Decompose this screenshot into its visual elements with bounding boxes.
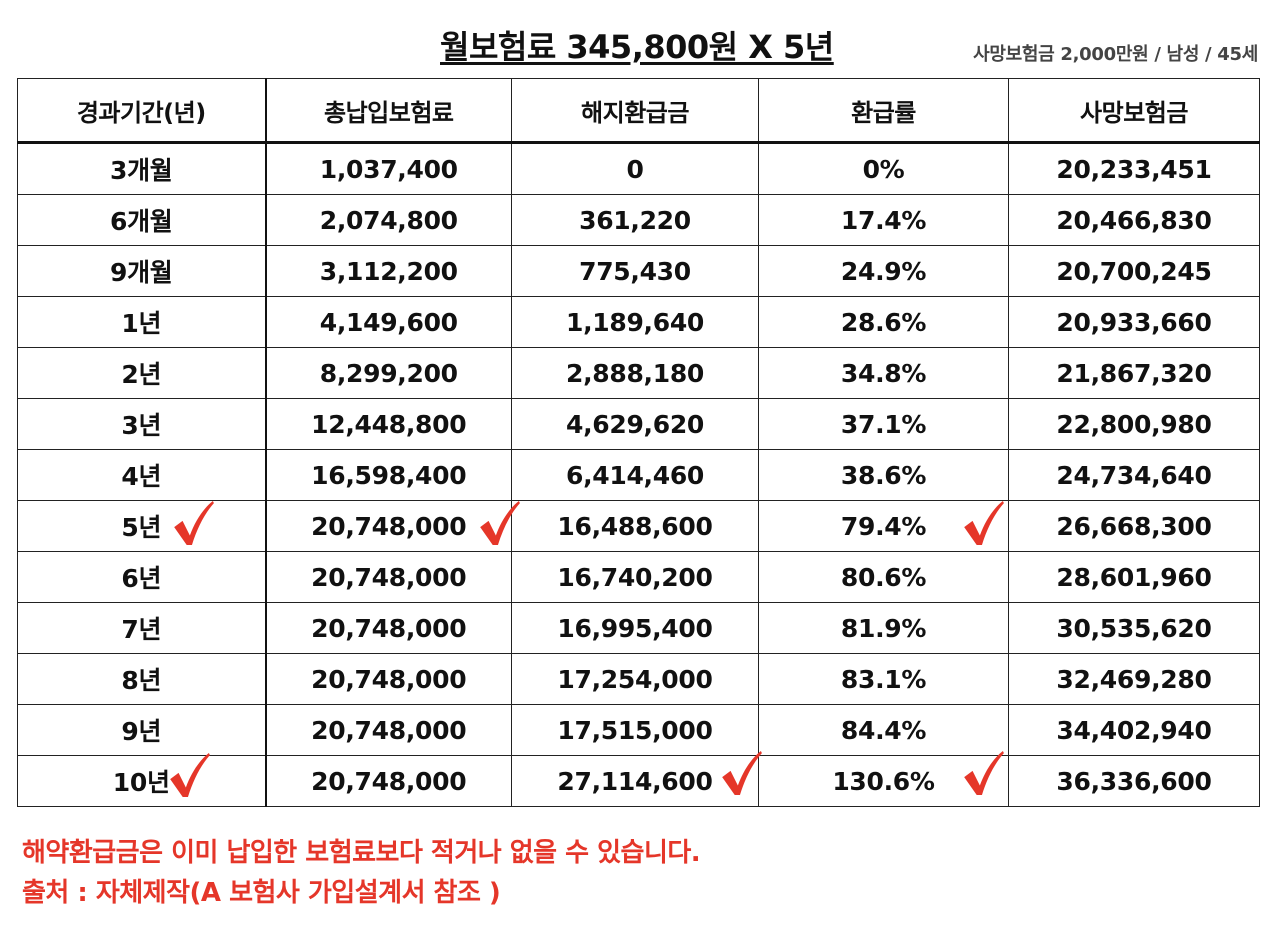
cell-period: 8년 — [17, 653, 267, 705]
cell-surrender-value: 1,189,640 — [511, 296, 759, 348]
table-row: 10년 20,748,000 27,114,600 130.6% 36,336,600 — [17, 755, 1260, 807]
cell-total-premium: 1,037,400 — [265, 142, 512, 195]
cell-death-benefit: 20,933,660 — [1008, 296, 1260, 348]
cell-period: 10년 — [17, 755, 267, 807]
cell-total-premium: 3,112,200 — [265, 245, 512, 297]
checkmark-icon — [720, 750, 762, 796]
cell-surrender-value: 16,995,400 — [511, 602, 759, 654]
cell-period: 6개월 — [17, 194, 267, 246]
cell-surrender-value: 27,114,600 — [511, 755, 759, 807]
cell-total-premium: 20,748,000 — [265, 755, 512, 807]
cell-death-benefit: 30,535,620 — [1008, 602, 1260, 654]
cell-surrender-value: 17,515,000 — [511, 704, 759, 756]
table-row: 9개월 3,112,200 775,430 24.9% 20,700,245 — [17, 245, 1260, 297]
table-row: 8년 20,748,000 17,254,000 83.1% 32,469,280 — [17, 653, 1260, 705]
cell-death-benefit: 21,867,320 — [1008, 347, 1260, 399]
table-row: 6개월 2,074,800 361,220 17.4% 20,466,830 — [17, 194, 1260, 246]
cell-total-premium: 2,074,800 — [265, 194, 512, 246]
cell-death-benefit: 20,466,830 — [1008, 194, 1260, 246]
cell-death-benefit: 20,233,451 — [1008, 142, 1260, 195]
table-row: 3개월 1,037,400 0 0% 20,233,451 — [17, 142, 1260, 195]
cell-death-benefit: 36,336,600 — [1008, 755, 1260, 807]
cell-refund-rate: 83.1% — [758, 653, 1009, 705]
cell-period: 6년 — [17, 551, 267, 603]
cell-death-benefit: 34,402,940 — [1008, 704, 1260, 756]
table-row: 2년 8,299,200 2,888,180 34.8% 21,867,320 — [17, 347, 1260, 399]
cell-total-premium: 20,748,000 — [265, 551, 512, 603]
column-header-total-premium: 총납입보험료 — [265, 78, 512, 144]
cell-refund-rate: 38.6% — [758, 449, 1009, 501]
cell-period: 5년 — [17, 500, 267, 552]
checkmark-icon — [962, 750, 1004, 796]
cell-refund-rate: 37.1% — [758, 398, 1009, 450]
refund-table: 경과기간(년) 총납입보험료 해지환급금 환급률 사망보험금 3개월 1,037,… — [17, 78, 1260, 807]
cell-death-benefit: 24,734,640 — [1008, 449, 1260, 501]
table-row: 7년 20,748,000 16,995,400 81.9% 30,535,620 — [17, 602, 1260, 654]
page-title: 월보험료 345,800원 X 5년 — [440, 28, 834, 66]
column-header-refund-rate: 환급률 — [758, 78, 1009, 144]
cell-refund-rate: 17.4% — [758, 194, 1009, 246]
table-row: 9년 20,748,000 17,515,000 84.4% 34,402,940 — [17, 704, 1260, 756]
cell-surrender-value: 0 — [511, 142, 759, 195]
cell-refund-rate: 34.8% — [758, 347, 1009, 399]
cell-total-premium: 16,598,400 — [265, 449, 512, 501]
cell-period: 3개월 — [17, 142, 267, 195]
cell-surrender-value: 2,888,180 — [511, 347, 759, 399]
table-header-row: 경과기간(년) 총납입보험료 해지환급금 환급률 사망보험금 — [17, 78, 1260, 144]
policy-summary: 사망보험금 2,000만원 / 남성 / 45세 — [973, 44, 1258, 65]
cell-refund-rate: 130.6% — [758, 755, 1009, 807]
cell-period: 1년 — [17, 296, 267, 348]
cell-surrender-value: 361,220 — [511, 194, 759, 246]
table-row: 4년 16,598,400 6,414,460 38.6% 24,734,640 — [17, 449, 1260, 501]
cell-surrender-value: 4,629,620 — [511, 398, 759, 450]
cell-period: 7년 — [17, 602, 267, 654]
checkmark-icon — [172, 500, 214, 546]
cell-refund-rate: 81.9% — [758, 602, 1009, 654]
table-row: 6년 20,748,000 16,740,200 80.6% 28,601,960 — [17, 551, 1260, 603]
cell-total-premium: 8,299,200 — [265, 347, 512, 399]
cell-refund-rate: 0% — [758, 142, 1009, 195]
checkmark-icon — [168, 752, 210, 798]
cell-total-premium: 20,748,000 — [265, 602, 512, 654]
cell-period: 3년 — [17, 398, 267, 450]
cell-death-benefit: 22,800,980 — [1008, 398, 1260, 450]
cell-period: 9년 — [17, 704, 267, 756]
cell-death-benefit: 28,601,960 — [1008, 551, 1260, 603]
source-note: 출처 : 자체제작(A 보험사 가입설계서 참조 ) — [22, 878, 501, 908]
cell-refund-rate: 28.6% — [758, 296, 1009, 348]
cell-refund-rate: 24.9% — [758, 245, 1009, 297]
table-row: 1년 4,149,600 1,189,640 28.6% 20,933,660 — [17, 296, 1260, 348]
cell-total-premium: 20,748,000 — [265, 704, 512, 756]
checkmark-icon — [962, 500, 1004, 546]
cell-period: 2년 — [17, 347, 267, 399]
column-header-death-benefit: 사망보험금 — [1008, 78, 1260, 144]
cell-surrender-value: 775,430 — [511, 245, 759, 297]
cell-surrender-value: 17,254,000 — [511, 653, 759, 705]
cell-period: 4년 — [17, 449, 267, 501]
cell-total-premium: 20,748,000 — [265, 653, 512, 705]
column-header-surrender-value: 해지환급금 — [511, 78, 759, 144]
column-header-period: 경과기간(년) — [17, 78, 267, 144]
cell-death-benefit: 26,668,300 — [1008, 500, 1260, 552]
cell-period: 9개월 — [17, 245, 267, 297]
disclaimer-note: 해약환급금은 이미 납입한 보험료보다 적거나 없을 수 있습니다. — [22, 838, 701, 868]
cell-total-premium: 20,748,000 — [265, 500, 512, 552]
cell-death-benefit: 32,469,280 — [1008, 653, 1260, 705]
cell-refund-rate: 80.6% — [758, 551, 1009, 603]
cell-surrender-value: 16,740,200 — [511, 551, 759, 603]
cell-total-premium: 12,448,800 — [265, 398, 512, 450]
cell-surrender-value: 6,414,460 — [511, 449, 759, 501]
cell-total-premium: 4,149,600 — [265, 296, 512, 348]
cell-surrender-value: 16,488,600 — [511, 500, 759, 552]
checkmark-icon — [478, 500, 520, 546]
cell-death-benefit: 20,700,245 — [1008, 245, 1260, 297]
table-row: 3년 12,448,800 4,629,620 37.1% 22,800,980 — [17, 398, 1260, 450]
cell-refund-rate: 84.4% — [758, 704, 1009, 756]
